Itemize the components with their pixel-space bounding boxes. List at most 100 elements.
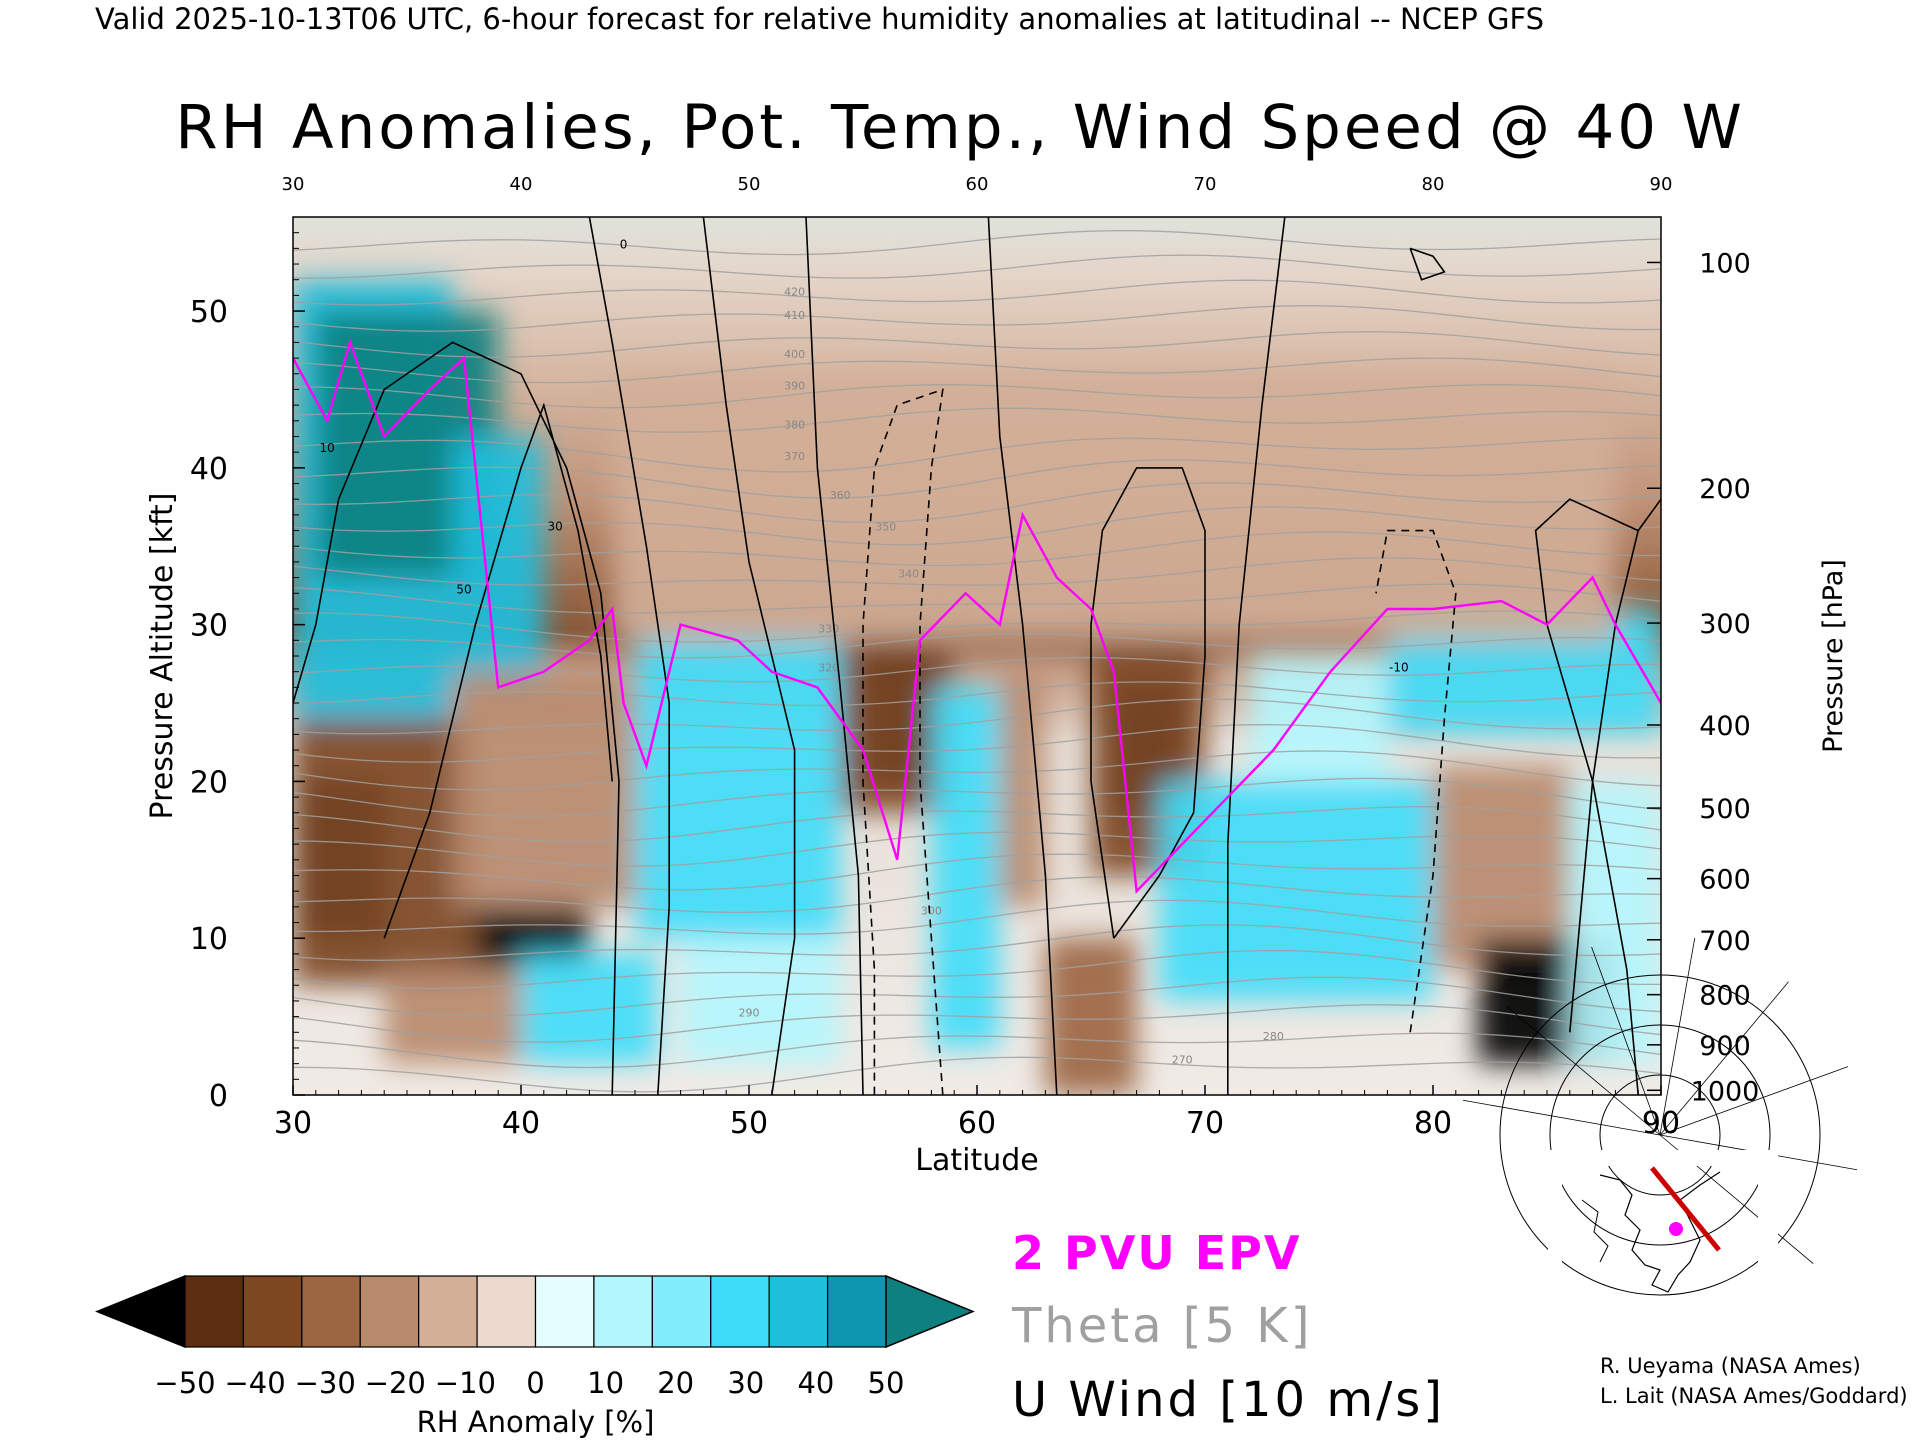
- u-wind-label-2: 30: [548, 520, 563, 534]
- x-tick-label-1: 40: [502, 1106, 540, 1141]
- theta-line-18: [293, 610, 1661, 643]
- u-wind-line-1: [383, 402, 613, 939]
- p-tick-label-0: 100: [1699, 248, 1751, 279]
- theta-label-13: 280: [1263, 1030, 1284, 1043]
- theta-label-4: 380: [784, 419, 805, 432]
- colorbar-bin-6: [534, 1275, 595, 1348]
- theta-line-14: [293, 698, 1661, 735]
- rh-cell-1: [293, 718, 476, 986]
- theta-label-1: 410: [784, 309, 805, 322]
- x-tick-label-4: 70: [1186, 1106, 1224, 1141]
- inset-mask-top: [1548, 1150, 1778, 1166]
- u-wind-line-0: [293, 341, 620, 1095]
- rh-cell-10: [680, 938, 841, 1064]
- theta-line-7: [293, 876, 1661, 913]
- colorbar-bin-5: [476, 1275, 537, 1348]
- theta-label-2: 400: [784, 348, 805, 361]
- colorbar-bin-8: [651, 1275, 712, 1348]
- inset-latitude-circle-0: [1599, 1074, 1721, 1196]
- y-tick-label-2: 20: [190, 765, 228, 800]
- theta-line-3: [293, 976, 1661, 1017]
- theta-line-15: [293, 681, 1661, 707]
- colorbar-tick-label-7: 20: [657, 1366, 694, 1400]
- theta-label-7: 350: [875, 521, 896, 534]
- colorbar-tick-label-8: 30: [727, 1366, 764, 1400]
- x-tick-label-0: 30: [274, 1106, 312, 1141]
- rh-cell-18: [1159, 781, 1433, 1001]
- rh-cell-14: [999, 671, 1046, 907]
- theta-line-6: [293, 899, 1661, 935]
- u-wind-line-7: [1090, 467, 1206, 939]
- p-tick-label-4: 500: [1699, 794, 1751, 825]
- u-wind-label-3: 50: [456, 582, 471, 596]
- p-tick-label-3: 400: [1699, 711, 1751, 742]
- axes: 3030404050506060707080809090Latitude0102…: [145, 174, 1849, 1178]
- theta-label-5: 370: [784, 450, 805, 463]
- theta-line-16: [293, 656, 1661, 683]
- u-wind-label-1: 0: [620, 237, 628, 251]
- colorbar-label: RH Anomaly [%]: [417, 1405, 655, 1439]
- inset-mask-left: [1548, 1156, 1562, 1326]
- y-tick-label-3: 30: [190, 609, 228, 644]
- y-tick-label-4: 40: [190, 452, 228, 487]
- header-text: Valid 2025-10-13T06 UTC, 6-hour forecast…: [95, 2, 1545, 36]
- colorbar-tick-label-2: −30: [295, 1366, 356, 1400]
- u-wind-line-2: [588, 217, 670, 1095]
- y-axis-label-right: Pressure [hPa]: [1818, 559, 1849, 753]
- p-tick-label-6: 700: [1699, 926, 1751, 957]
- theta-line-10: [293, 806, 1661, 843]
- inset-coastline-2: [1581, 1199, 1609, 1263]
- colorbar-tick-label-10: 50: [868, 1366, 905, 1400]
- u-wind-line-6: [987, 217, 1058, 1095]
- theta-line-29: [293, 331, 1661, 358]
- colorbar-tick-label-0: −50: [154, 1366, 215, 1400]
- theta-label-14: 270: [1172, 1054, 1193, 1067]
- colorbar-bin-9: [710, 1275, 770, 1348]
- colorbar-bin-4: [418, 1275, 478, 1348]
- theta-line-0: [293, 1056, 1661, 1093]
- credit-line-2: L. Lait (NASA Ames/Goddard): [1600, 1384, 1908, 1408]
- colorbar: −50 −40 −30 −20 −10 0 10 20 30 40 50 RH Anomaly [%]: [94, 1274, 975, 1439]
- theta-label-11: 300: [921, 905, 942, 918]
- epv-2pvu-contour: [293, 338, 1661, 894]
- theta-line-28: [293, 357, 1661, 384]
- x-top-tick-label-2: 50: [738, 174, 761, 195]
- theta-line-26: [293, 407, 1661, 433]
- x-axis-label: Latitude: [915, 1143, 1038, 1178]
- x-tick-label-5: 80: [1414, 1106, 1452, 1141]
- theta-line-21: [293, 531, 1661, 567]
- rh-cell-13: [931, 687, 1000, 1048]
- inset-meridian-1: [1506, 1006, 1661, 1136]
- theta-line-30: [293, 305, 1661, 332]
- colorbar-tick-label-3: −20: [365, 1366, 426, 1400]
- inset-meridian-0: [1462, 1099, 1661, 1136]
- rh-cell-24: [612, 373, 1616, 641]
- theta-label-8: 340: [898, 568, 919, 581]
- u-wind-line-5: [862, 388, 944, 1095]
- p-tick-label-5: 600: [1699, 865, 1751, 896]
- p-tick-label-2: 300: [1699, 609, 1751, 640]
- inset-mask-bottom: [1548, 1316, 1778, 1336]
- legend-theta: Theta [5 K]: [1012, 1298, 1313, 1354]
- theta-line-5: [293, 924, 1661, 961]
- colorbar-arrow-high: [885, 1274, 975, 1349]
- colorbar-tick-label-1: −40: [224, 1366, 285, 1400]
- inset-map: [1462, 937, 1858, 1336]
- colorbar-tick-label-6: 10: [587, 1366, 624, 1400]
- theta-label-0: 420: [784, 285, 805, 298]
- inset-meridian-5: [1659, 1066, 1849, 1136]
- theta-label-3: 390: [784, 379, 805, 392]
- u-wind-line-3: [702, 217, 796, 1095]
- rh-anomaly-field: [293, 217, 1661, 1095]
- inset-bg: [1560, 1166, 1758, 1316]
- theta-line-31: [293, 279, 1661, 306]
- legend-epv: 2 PVU EPV: [1012, 1226, 1302, 1280]
- u-wind-label-4: -10: [1389, 661, 1409, 675]
- theta-line-20: [293, 557, 1661, 586]
- inset-meridian-3: [1659, 937, 1696, 1136]
- colorbar-bin-10: [768, 1275, 829, 1348]
- theta-label-9: 330: [818, 622, 839, 635]
- theta-line-11: [293, 777, 1661, 817]
- rh-cell-2: [384, 969, 521, 1064]
